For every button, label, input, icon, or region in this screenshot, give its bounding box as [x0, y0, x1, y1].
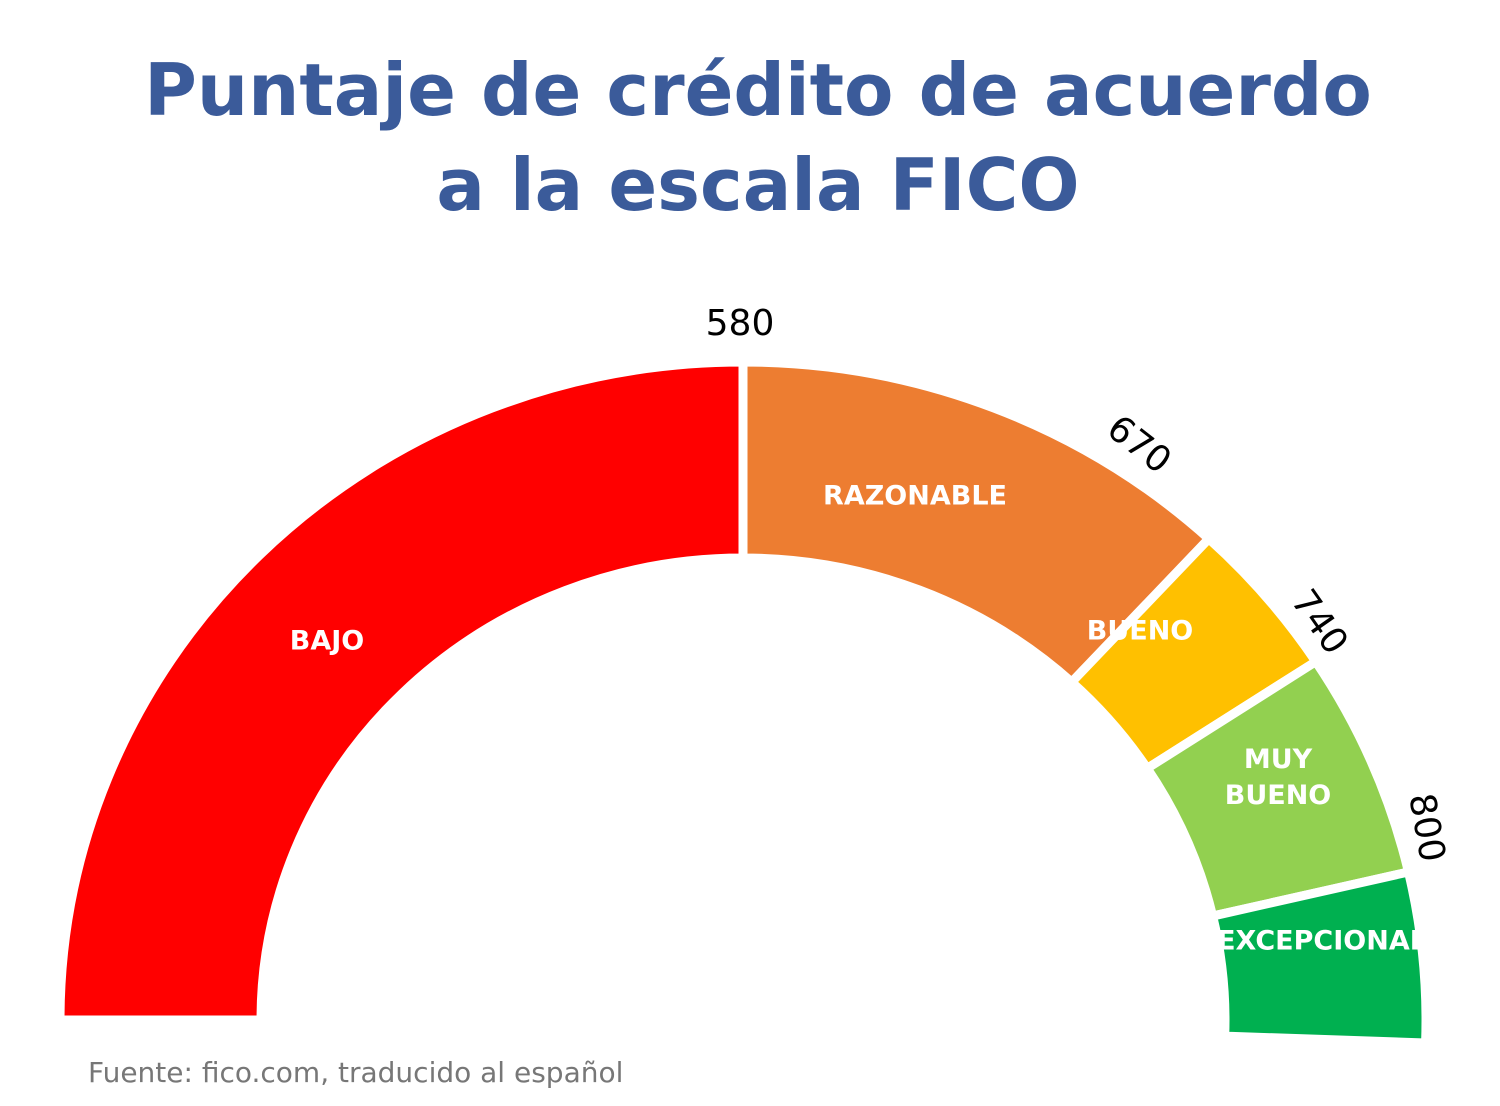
segment-label: BUENO	[1087, 616, 1194, 647]
segment-label: EXCEPCIONAL	[1217, 926, 1427, 957]
gauge-segment	[1207, 866, 1431, 1048]
gauge-segment	[55, 357, 748, 1025]
chart-title: Puntaje de crédito de acuerdo	[144, 48, 1372, 132]
source-note: Fuente: fico.com, traducido al español	[88, 1056, 623, 1089]
segment-label: MUY BUENO	[1225, 744, 1332, 811]
gauge: BAJO RAZONABLE BUENO MUY BUENO EXCEPCIONAL 580…	[55, 303, 1453, 1048]
chart-title: a la escala FICO	[436, 143, 1079, 227]
tick-label: 580	[706, 303, 775, 344]
segment-label: RAZONABLE	[823, 481, 1007, 512]
segment-label: BAJO	[290, 626, 364, 657]
